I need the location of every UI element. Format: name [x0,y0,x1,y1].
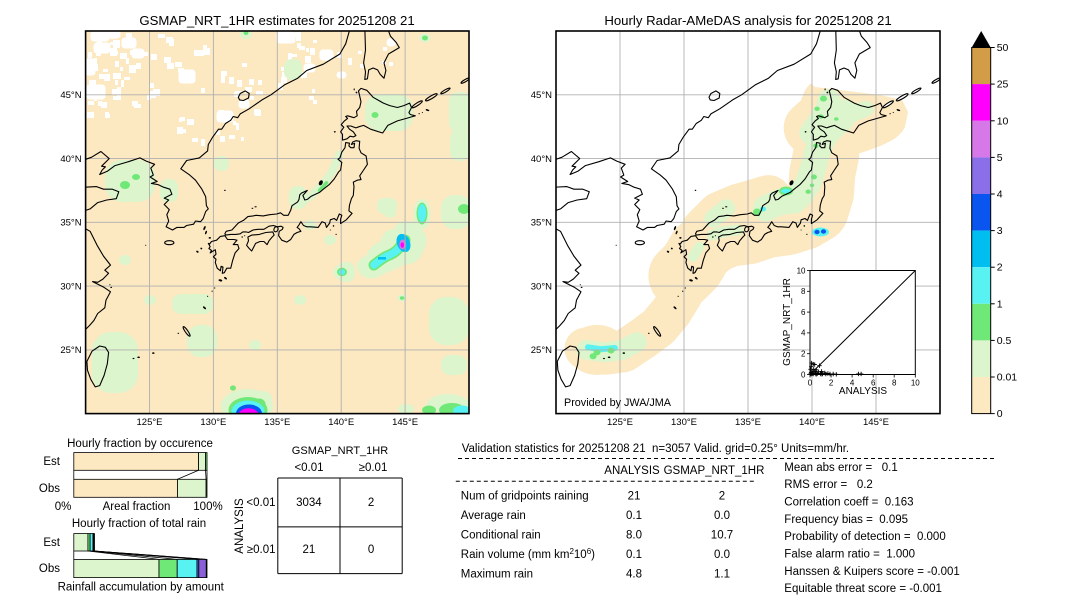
svg-text:145°E: 145°E [392,417,418,428]
svg-text:ANALYSIS: ANALYSIS [604,465,660,477]
svg-text:30°N: 30°N [531,281,552,292]
svg-text:130°E: 130°E [671,417,697,428]
svg-text:145°E: 145°E [863,417,889,428]
svg-text:0.1: 0.1 [626,549,642,561]
svg-text:GSMAP_NRT_1HR estimates for 20: GSMAP_NRT_1HR estimates for 20251208 21 [139,13,414,28]
svg-text:0%: 0% [55,501,72,513]
svg-text:Est: Est [43,537,60,549]
svg-text:10.7: 10.7 [711,530,733,542]
svg-text:Probability of detection = 0.: Probability of detection = 0.000 [784,531,945,543]
svg-text:35°N: 35°N [60,218,81,229]
svg-text:≥0.01: ≥0.01 [247,544,276,556]
svg-text:Rainfall accumulation by amoun: Rainfall accumulation by amount [58,582,225,594]
svg-text:45°N: 45°N [531,90,552,101]
svg-text:0.5: 0.5 [997,335,1012,347]
svg-text:Frequency bias = 0.095: Frequency bias = 0.095 [784,514,908,526]
svg-text:135°E: 135°E [735,417,761,428]
svg-text:Hourly Radar-AMeDAS analysis f: Hourly Radar-AMeDAS analysis for 2025120… [604,13,891,28]
svg-text:Validation statistics for 2025: Validation statistics for 20251208 21 n=… [462,443,849,455]
svg-text:0.0: 0.0 [714,549,730,561]
svg-text:25°N: 25°N [531,345,552,356]
svg-text:Areal fraction: Areal fraction [103,501,171,513]
svg-text:1.1: 1.1 [714,569,730,581]
svg-text:1: 1 [997,298,1003,310]
svg-text:4: 4 [801,329,806,338]
svg-text:10: 10 [797,266,806,275]
svg-text:GSMAP_NRT_1HR: GSMAP_NRT_1HR [782,278,793,366]
svg-text:0.1: 0.1 [626,510,642,522]
svg-text:Maximum rain: Maximum rain [461,569,533,581]
svg-text:Conditional rain: Conditional rain [461,530,541,542]
svg-text:10: 10 [997,115,1009,127]
svg-text:ANALYSIS: ANALYSIS [234,498,246,554]
svg-text:21: 21 [303,544,316,556]
svg-text:0: 0 [997,408,1003,420]
svg-text:135°E: 135°E [264,417,290,428]
svg-text:21: 21 [628,491,641,503]
svg-text:25°N: 25°N [60,345,81,356]
svg-text:140°E: 140°E [799,417,825,428]
svg-text:25: 25 [997,79,1009,91]
svg-text:0.0: 0.0 [714,510,730,522]
svg-text:8: 8 [801,287,806,296]
svg-text:40°N: 40°N [531,154,552,165]
svg-text:4: 4 [997,189,1003,201]
svg-text:GSMAP_NRT_1HR: GSMAP_NRT_1HR [292,445,388,457]
svg-text:3034: 3034 [296,497,322,509]
svg-text:Obs: Obs [39,483,60,495]
svg-text:Provided by JWA/JMA: Provided by JWA/JMA [564,397,672,409]
svg-text:Hourly fraction of total rain: Hourly fraction of total rain [72,518,206,530]
svg-text:False alarm ratio = 1.000: False alarm ratio = 1.000 [784,549,915,561]
svg-text:130°E: 130°E [200,417,226,428]
svg-text:0.01: 0.01 [997,372,1018,384]
svg-text:Equitable threat score = -0.00: Equitable threat score = -0.001 [784,583,942,595]
svg-text:0: 0 [801,370,806,379]
svg-text:2: 2 [719,491,725,503]
svg-text:Rain volume (mm km2106): Rain volume (mm km2106) [461,547,595,562]
svg-text:45°N: 45°N [60,90,81,101]
svg-text:8.0: 8.0 [626,530,642,542]
svg-text:100%: 100% [193,501,222,513]
svg-text:30°N: 30°N [60,281,81,292]
svg-text:<0.01: <0.01 [294,462,323,474]
svg-text:Mean abs error = 0.1: Mean abs error = 0.1 [784,462,897,474]
svg-text:Hanssen & Kuipers score = -0.0: Hanssen & Kuipers score = -0.001 [784,566,959,578]
svg-text:Correlation coeff = 0.163: Correlation coeff = 0.163 [784,497,913,509]
svg-text:<0.01: <0.01 [246,497,275,509]
svg-text:2: 2 [368,497,374,509]
svg-text:Est: Est [43,456,60,468]
svg-text:0: 0 [808,379,813,388]
svg-text:GSMAP_NRT_1HR: GSMAP_NRT_1HR [664,465,765,477]
svg-text:35°N: 35°N [531,218,552,229]
svg-text:10: 10 [911,379,920,388]
svg-text:Hourly fraction by occurence: Hourly fraction by occurence [67,438,213,450]
svg-text:4.8: 4.8 [626,569,642,581]
svg-text:2: 2 [801,350,806,359]
svg-text:ANALYSIS: ANALYSIS [839,386,887,397]
svg-text:125°E: 125°E [607,417,633,428]
svg-text:4: 4 [850,379,855,388]
svg-text:5: 5 [997,152,1003,164]
svg-text:2: 2 [829,379,834,388]
svg-text:6: 6 [871,379,876,388]
svg-text:140°E: 140°E [328,417,354,428]
svg-text:40°N: 40°N [60,154,81,165]
svg-text:RMS error = 0.2: RMS error = 0.2 [784,479,873,491]
svg-text:Average rain: Average rain [461,510,526,522]
svg-text:50: 50 [997,42,1009,54]
svg-text:Num of gridpoints raining: Num of gridpoints raining [461,491,589,503]
svg-text:6: 6 [801,308,806,317]
svg-text:0: 0 [368,544,374,556]
svg-text:125°E: 125°E [137,417,163,428]
svg-text:8: 8 [892,379,897,388]
svg-text:2: 2 [997,262,1003,274]
svg-text:Obs: Obs [39,563,60,575]
svg-text:3: 3 [997,225,1003,237]
svg-text:≥0.01: ≥0.01 [359,462,388,474]
